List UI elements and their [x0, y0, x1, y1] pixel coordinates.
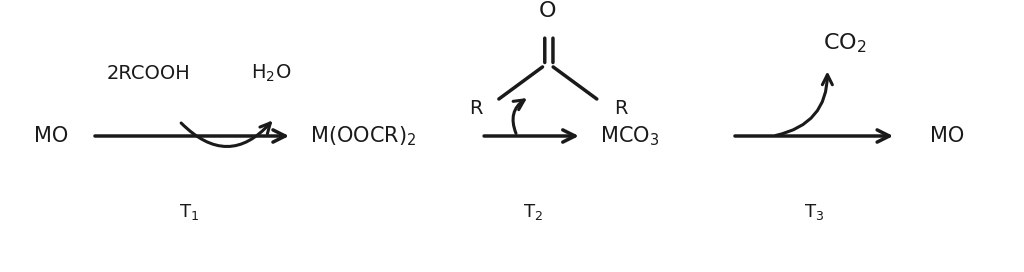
Text: T$_2$: T$_2$	[522, 202, 543, 222]
Text: MCO$_3$: MCO$_3$	[600, 124, 659, 148]
Text: 2RCOOH: 2RCOOH	[106, 64, 190, 83]
Text: CO$_2$: CO$_2$	[823, 32, 866, 55]
Text: MO: MO	[34, 126, 69, 146]
Text: T$_1$: T$_1$	[179, 202, 200, 222]
Text: MO: MO	[930, 126, 965, 146]
Text: H$_2$O: H$_2$O	[251, 63, 292, 84]
Text: R: R	[613, 99, 628, 118]
Text: R: R	[469, 99, 483, 118]
Text: O: O	[539, 1, 557, 21]
Text: M(OOCR)$_2$: M(OOCR)$_2$	[310, 124, 417, 148]
Text: T$_3$: T$_3$	[804, 202, 824, 222]
